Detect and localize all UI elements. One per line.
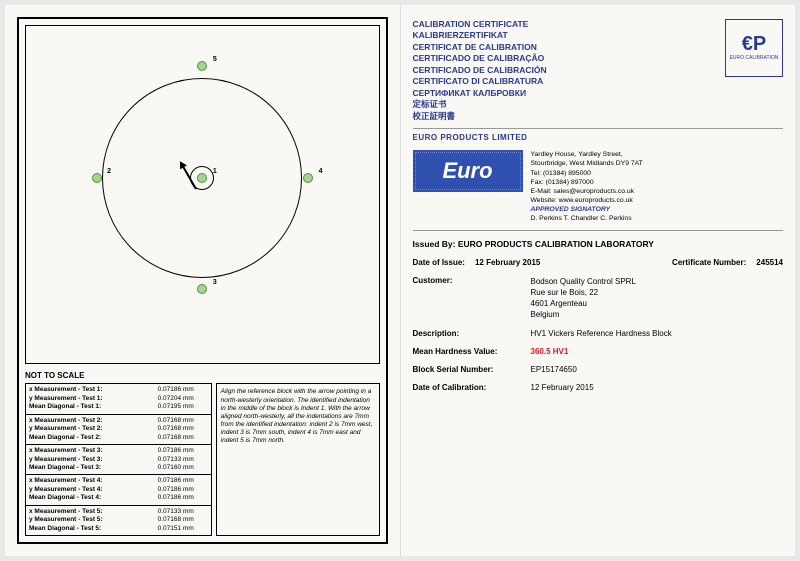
- label-date-issue: Date of Issue:: [413, 258, 465, 267]
- signatories: D. Perkins T. Chandler C. Perkins: [531, 214, 784, 223]
- value-mean-hardness: 360.5 HV1: [531, 347, 784, 356]
- measurement-group: x Measurement - Test 3:0.07186 mmy Measu…: [26, 445, 211, 475]
- row-date-cal: Date of Calibration: 12 February 2015: [413, 383, 784, 392]
- euro-calibration-logo: €P EURO CALIBRATION: [725, 19, 783, 77]
- label-block-serial: Block Serial Number:: [413, 365, 531, 374]
- measurement-group: x Measurement - Test 1:0.07186 mmy Measu…: [26, 384, 211, 414]
- indent-3: [197, 284, 207, 294]
- indent-label-4: 4: [319, 168, 323, 175]
- row-customer: Customer: Bodson Quality Control SPRL Ru…: [413, 276, 784, 321]
- row-description: Description: HV1 Vickers Reference Hardn…: [413, 329, 784, 338]
- left-page: 1 2 3 4 5 NOT TO SCALE x Measurement - Test …: [5, 5, 401, 556]
- euro-big-logo: Euro: [413, 150, 523, 192]
- company-title: EURO PRODUCTS LIMITED: [413, 129, 784, 142]
- measurement-table: x Measurement - Test 1:0.07186 mmy Measu…: [25, 383, 212, 536]
- row-block-serial: Block Serial Number: EP15174650: [413, 365, 784, 374]
- cust4: Belgium: [531, 309, 784, 320]
- cert-title-line: CALIBRATION CERTIFICATE: [413, 19, 547, 30]
- left-frame: 1 2 3 4 5 NOT TO SCALE x Measurement - Test …: [17, 17, 388, 544]
- issued-block: Issued By: EURO PRODUCTS CALIBRATION LAB…: [413, 231, 784, 544]
- company-bar: Euro Yardley House, Yardley Street, Stou…: [413, 144, 784, 230]
- cert-title-line: CERTIFICATO DI CALIBRATURA: [413, 76, 547, 87]
- cert-title-line: 校正証明書: [413, 111, 547, 122]
- certificate-header: CALIBRATION CERTIFICATEKALIBRIERZERTIFIK…: [413, 17, 784, 129]
- bottom-grid: x Measurement - Test 1:0.07186 mmy Measu…: [25, 383, 380, 536]
- right-page: CALIBRATION CERTIFICATEKALIBRIERZERTIFIK…: [401, 5, 796, 556]
- certificate-spread: 1 2 3 4 5 NOT TO SCALE x Measurement - Test …: [5, 5, 795, 556]
- certificate-titles: CALIBRATION CERTIFICATEKALIBRIERZERTIFIK…: [413, 19, 547, 122]
- row-mean-hardness: Mean Hardness Value: 360.5 HV1: [413, 347, 784, 356]
- logo-main: €P: [742, 34, 766, 54]
- indent-4: [303, 173, 313, 183]
- addr1: Yardley House, Yardley Street,: [531, 150, 784, 159]
- cert-title-line: KALIBRIERZERTIFIKAT: [413, 30, 547, 41]
- diagram-area: 1 2 3 4 5: [25, 25, 380, 364]
- issued-by: Issued By: EURO PRODUCTS CALIBRATION LAB…: [413, 239, 784, 249]
- measurement-group: x Measurement - Test 4:0.07186 mmy Measu…: [26, 475, 211, 505]
- indent-2: [92, 173, 102, 183]
- indent-label-2: 2: [107, 168, 111, 175]
- value-date-issue: 12 February 2015: [475, 258, 540, 267]
- cust1: Bodson Quality Control SPRL: [531, 276, 784, 287]
- label-mean-hardness: Mean Hardness Value:: [413, 347, 531, 356]
- cert-title-line: 定标证书: [413, 99, 547, 110]
- cust2: Rue sur le Bois, 22: [531, 287, 784, 298]
- value-block-serial: EP15174650: [531, 365, 784, 374]
- cust3: 4601 Argenteau: [531, 298, 784, 309]
- instructions-box: Align the reference block with the arrow…: [216, 383, 380, 536]
- right-frame: CALIBRATION CERTIFICATEKALIBRIERZERTIFIK…: [413, 17, 784, 544]
- label-customer: Customer:: [413, 276, 531, 321]
- indent-1: [197, 173, 207, 183]
- indent-5: [197, 61, 207, 71]
- cert-title-line: СЕРТИФИКАТ КАЛБРОВКИ: [413, 88, 547, 99]
- row-date-cert: Date of Issue: 12 February 2015 Certifica…: [413, 258, 784, 267]
- addr2: Stourbridge, West Midlands DY9 7AT: [531, 159, 784, 168]
- indent-label-5: 5: [213, 56, 217, 63]
- company-section: EURO PRODUCTS LIMITED Euro Yardley House…: [413, 129, 784, 230]
- value-description: HV1 Vickers Reference Hardness Block: [531, 329, 784, 338]
- logo-sub: EURO CALIBRATION: [730, 56, 779, 62]
- cert-title-line: CERTIFICADO DE CALIBRAÇÃO: [413, 53, 547, 64]
- email: E-Mail: sales@europroducts.co.uk: [531, 187, 784, 196]
- label-description: Description:: [413, 329, 531, 338]
- measurement-group: x Measurement - Test 5:0.07133 mmy Measu…: [26, 506, 211, 535]
- cert-title-line: CERTIFICAT DE CALIBRATION: [413, 42, 547, 53]
- web: Website: www.europroducts.co.uk: [531, 196, 784, 205]
- label-date-cal: Date of Calibration:: [413, 383, 531, 392]
- cert-title-line: CERTIFICADO DE CALIBRACIÓN: [413, 65, 547, 76]
- value-date-cal: 12 February 2015: [531, 383, 784, 392]
- indent-label-3: 3: [213, 279, 217, 286]
- value-cert-no: 245514: [756, 258, 783, 267]
- indent-label-1: 1: [213, 168, 217, 175]
- label-cert-no: Certificate Number:: [672, 258, 746, 267]
- tel: Tel: (01384) 895000: [531, 169, 784, 178]
- not-to-scale-label: NOT TO SCALE: [25, 371, 380, 380]
- approved-signatory: APPROVED SIGNATORY: [531, 205, 784, 214]
- value-customer: Bodson Quality Control SPRL Rue sur le B…: [531, 276, 784, 321]
- company-details: Yardley House, Yardley Street, Stourbrid…: [531, 150, 784, 223]
- measurement-group: x Measurement - Test 2:0.07168 mmy Measu…: [26, 415, 211, 445]
- fax: Fax: (01384) 897000: [531, 178, 784, 187]
